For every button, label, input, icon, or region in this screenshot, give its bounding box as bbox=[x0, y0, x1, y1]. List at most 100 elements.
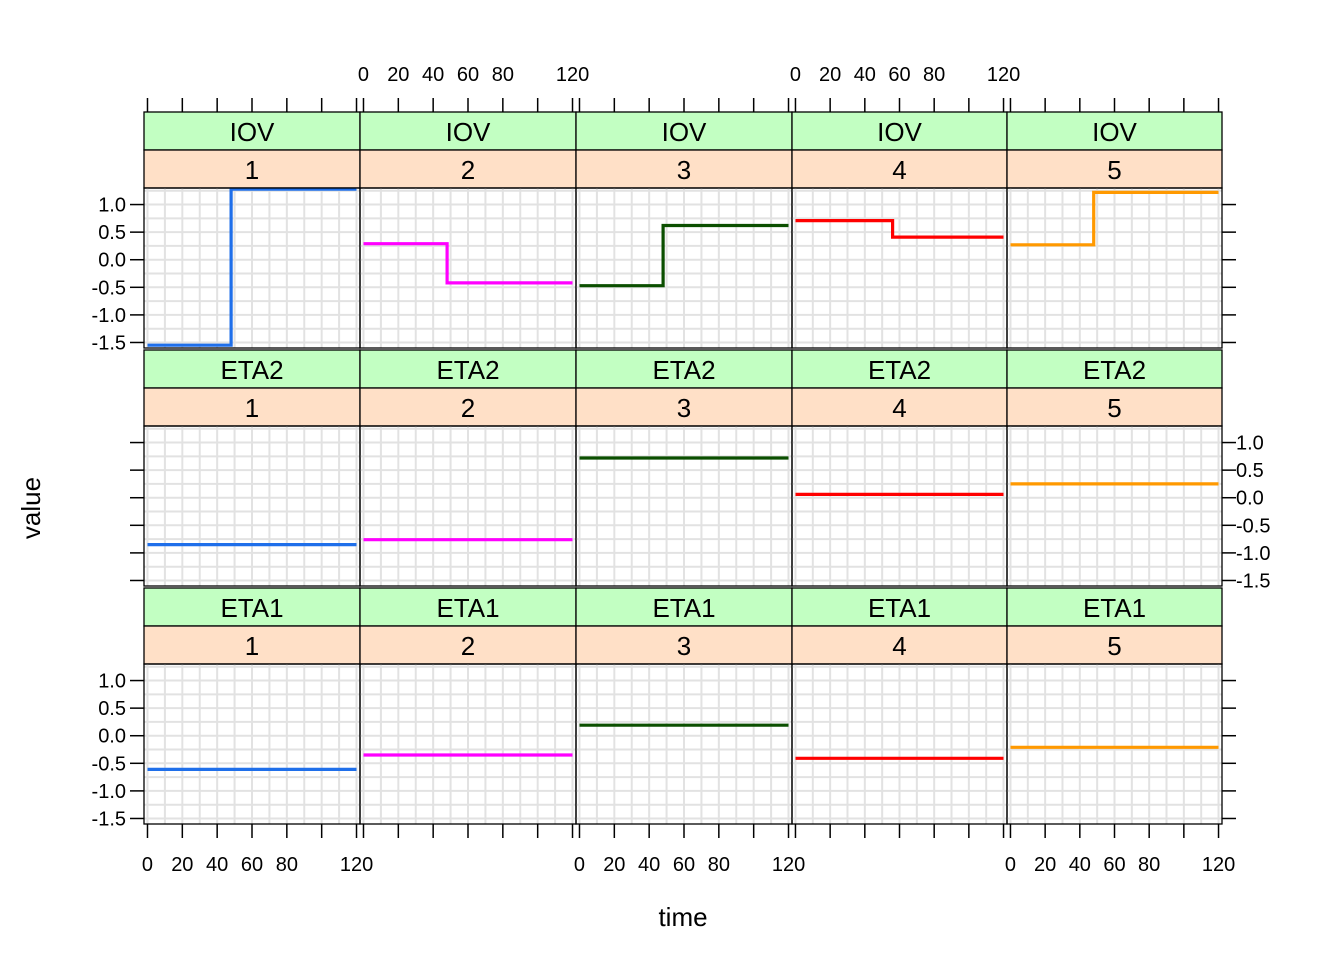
x-tick-label: 40 bbox=[422, 64, 444, 86]
strip-variable-label: ETA1 bbox=[436, 593, 499, 623]
panel-eta1-1: ETA1 1 bbox=[143, 587, 361, 825]
panel-frame bbox=[1006, 425, 1223, 587]
x-tick-label: 60 bbox=[888, 64, 910, 86]
panel-iov-5: IOV 5 bbox=[1006, 111, 1223, 349]
series-line-iov-2 bbox=[363, 242, 573, 285]
x-tick-label: 80 bbox=[1138, 854, 1160, 876]
strip-variable bbox=[359, 349, 577, 389]
x-tick-label: 120 bbox=[1202, 854, 1235, 876]
strip-id-label: 2 bbox=[461, 155, 475, 185]
y-tick-label: -0.5 bbox=[92, 753, 126, 775]
strip-variable bbox=[791, 349, 1008, 389]
strip-variable-label: ETA2 bbox=[436, 355, 499, 385]
x-tick-label: 0 bbox=[142, 854, 153, 876]
strip-id-label: 1 bbox=[245, 155, 259, 185]
panel-eta2-1: ETA2 1 bbox=[143, 349, 361, 587]
strip-variable bbox=[1006, 349, 1223, 389]
strip-variable bbox=[1006, 587, 1223, 627]
strip-id bbox=[143, 387, 361, 427]
panel-eta1-4: ETA1 4 bbox=[791, 587, 1008, 825]
y-tick-label: -1.0 bbox=[1236, 543, 1270, 565]
y-tick-label: 1.0 bbox=[98, 671, 126, 693]
y-tick-label: -1.5 bbox=[92, 808, 126, 830]
strip-id-label: 2 bbox=[461, 631, 475, 661]
x-tick-label: 120 bbox=[556, 64, 589, 86]
panels-layer: IOV 1 IOV 2 IOV 3 IOV 4 IOV 5 ETA2 1 ETA2 2 ETA2 3 ETA2 4… bbox=[143, 111, 1223, 825]
strip-id bbox=[791, 149, 1008, 189]
y-tick-label: -1.5 bbox=[92, 332, 126, 354]
strip-variable-label: ETA1 bbox=[868, 593, 931, 623]
y-tick-label: 0.5 bbox=[1236, 460, 1264, 482]
x-tick-label: 0 bbox=[358, 64, 369, 86]
panel-eta2-4: ETA2 4 bbox=[791, 349, 1008, 587]
strip-variable-label: IOV bbox=[1092, 117, 1137, 147]
x-tick-label: 20 bbox=[819, 64, 841, 86]
axes-layer: 0 20 40 60 80 120 0 20 40 60 80 120 0 20 40 60 80 120 0 20 4… bbox=[92, 64, 1271, 876]
strip-id-label: 3 bbox=[677, 631, 691, 661]
panel-eta2-2: ETA2 2 bbox=[359, 349, 577, 587]
y-tick-label: -1.5 bbox=[1236, 570, 1270, 592]
strip-variable-label: IOV bbox=[446, 117, 491, 147]
strip-id-label: 1 bbox=[245, 631, 259, 661]
strip-variable bbox=[359, 111, 577, 151]
x-tick-label: 80 bbox=[492, 64, 514, 86]
strip-id bbox=[791, 625, 1008, 665]
panel-iov-1: IOV 1 bbox=[143, 111, 361, 349]
strip-id-label: 4 bbox=[892, 631, 906, 661]
strip-variable bbox=[143, 111, 361, 151]
x-tick-label: 20 bbox=[387, 64, 409, 86]
x-tick-label: 120 bbox=[772, 854, 805, 876]
strip-variable-label: ETA2 bbox=[1083, 355, 1146, 385]
panel-eta1-5: ETA1 5 bbox=[1006, 587, 1223, 825]
strip-variable bbox=[575, 587, 793, 627]
y-tick-label: -0.5 bbox=[92, 277, 126, 299]
y-tick-label: -1.0 bbox=[92, 781, 126, 803]
strip-variable bbox=[791, 111, 1008, 151]
strip-variable-label: IOV bbox=[230, 117, 275, 147]
strip-variable-label: IOV bbox=[662, 117, 707, 147]
series-line-iov-5 bbox=[1010, 190, 1219, 247]
x-tick-label: 60 bbox=[241, 854, 263, 876]
x-tick-label: 60 bbox=[673, 854, 695, 876]
x-tick-label: 20 bbox=[171, 854, 193, 876]
y-tick-label: 1.0 bbox=[98, 195, 126, 217]
strip-variable-label: IOV bbox=[877, 117, 922, 147]
x-tick-label: 120 bbox=[987, 64, 1020, 86]
series-line-iov-1 bbox=[147, 187, 357, 347]
strip-id bbox=[575, 625, 793, 665]
strip-variable-label: ETA1 bbox=[652, 593, 715, 623]
strip-variable bbox=[575, 111, 793, 151]
strip-id-label: 2 bbox=[461, 393, 475, 423]
strip-id-label: 5 bbox=[1107, 631, 1121, 661]
strip-id-label: 4 bbox=[892, 393, 906, 423]
panel-frame bbox=[1006, 187, 1223, 349]
strip-id bbox=[575, 149, 793, 189]
strip-id-label: 5 bbox=[1107, 393, 1121, 423]
strip-variable-label: ETA2 bbox=[652, 355, 715, 385]
y-axis-label: value bbox=[16, 477, 46, 539]
strip-variable-label: ETA2 bbox=[220, 355, 283, 385]
panel-iov-2: IOV 2 bbox=[359, 111, 577, 349]
panel-eta2-5: ETA2 5 bbox=[1006, 349, 1223, 587]
x-tick-label: 40 bbox=[638, 854, 660, 876]
x-tick-label: 0 bbox=[1005, 854, 1016, 876]
x-tick-label: 20 bbox=[603, 854, 625, 876]
series-line-iov-3 bbox=[579, 223, 789, 288]
x-tick-label: 80 bbox=[708, 854, 730, 876]
y-tick-label: 0.0 bbox=[98, 250, 126, 272]
strip-variable-label: ETA1 bbox=[220, 593, 283, 623]
strip-id-label: 5 bbox=[1107, 155, 1121, 185]
x-tick-label: 40 bbox=[1069, 854, 1091, 876]
x-tick-label: 0 bbox=[574, 854, 585, 876]
strip-id-label: 1 bbox=[245, 393, 259, 423]
y-tick-label: 0.5 bbox=[98, 698, 126, 720]
x-axis-label: time bbox=[658, 902, 707, 932]
strip-id-label: 3 bbox=[677, 393, 691, 423]
panel-eta1-2: ETA1 2 bbox=[359, 587, 577, 825]
panel-iov-4: IOV 4 bbox=[791, 111, 1008, 349]
strip-id bbox=[143, 149, 361, 189]
y-tick-label: -0.5 bbox=[1236, 515, 1270, 537]
strip-id bbox=[1006, 625, 1223, 665]
x-tick-label: 60 bbox=[457, 64, 479, 86]
strip-variable-label: ETA2 bbox=[868, 355, 931, 385]
